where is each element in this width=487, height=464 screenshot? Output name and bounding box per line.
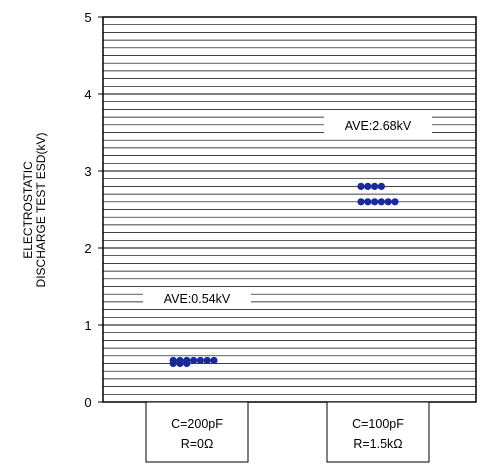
y-tick-label: 5 [84,10,91,25]
annotation-background [324,114,432,135]
annotation-background [143,288,251,309]
data-point [190,356,198,365]
data-point [377,182,385,190]
category-boxes: C=200pF R=0Ω C=100pF R=1.5kΩ [145,401,430,463]
average-annotation: AVE:0.54kV [164,292,231,306]
data-point [196,356,204,365]
data-point [371,182,379,190]
data-point [364,198,372,206]
category-label-line: C=100pF [352,417,404,431]
y-axis-label-line: ELECTROSTATIC [21,161,35,259]
category-box [326,401,430,463]
y-tick-label: 1 [84,318,91,333]
data-point [391,198,399,206]
data-point [203,356,211,365]
y-tick-label: 2 [84,241,91,256]
category-box [145,401,249,463]
plot-area [102,16,477,403]
data-point [176,356,184,365]
data-point [357,198,365,206]
category-label-line: C=200pF [171,417,223,431]
data-point [183,356,191,365]
data-points [169,182,399,368]
average-annotation: AVE:2.68kV [345,119,412,133]
grid-lines [103,16,476,403]
y-tick-label: 3 [84,164,91,179]
data-point [364,182,372,190]
data-point [371,198,379,206]
data-point [169,356,177,365]
y-tick-label: 0 [84,395,91,410]
y-axis-label-line: DISCHARGE TEST ESD(kV) [34,133,48,288]
category-label-line: R=1.5kΩ [353,437,402,451]
data-point [210,356,218,365]
y-tick-label: 4 [84,87,91,102]
annotations: AVE:0.54kV AVE:2.68kV [143,114,432,309]
y-axis-ticks: 0 1 2 3 4 5 [84,10,103,410]
data-point [357,182,365,190]
y-axis-label: ELECTROSTATIC DISCHARGE TEST ESD(kV) [21,133,48,288]
category-label-line: R=0Ω [181,437,214,451]
data-point [384,198,392,206]
data-point [377,198,385,206]
